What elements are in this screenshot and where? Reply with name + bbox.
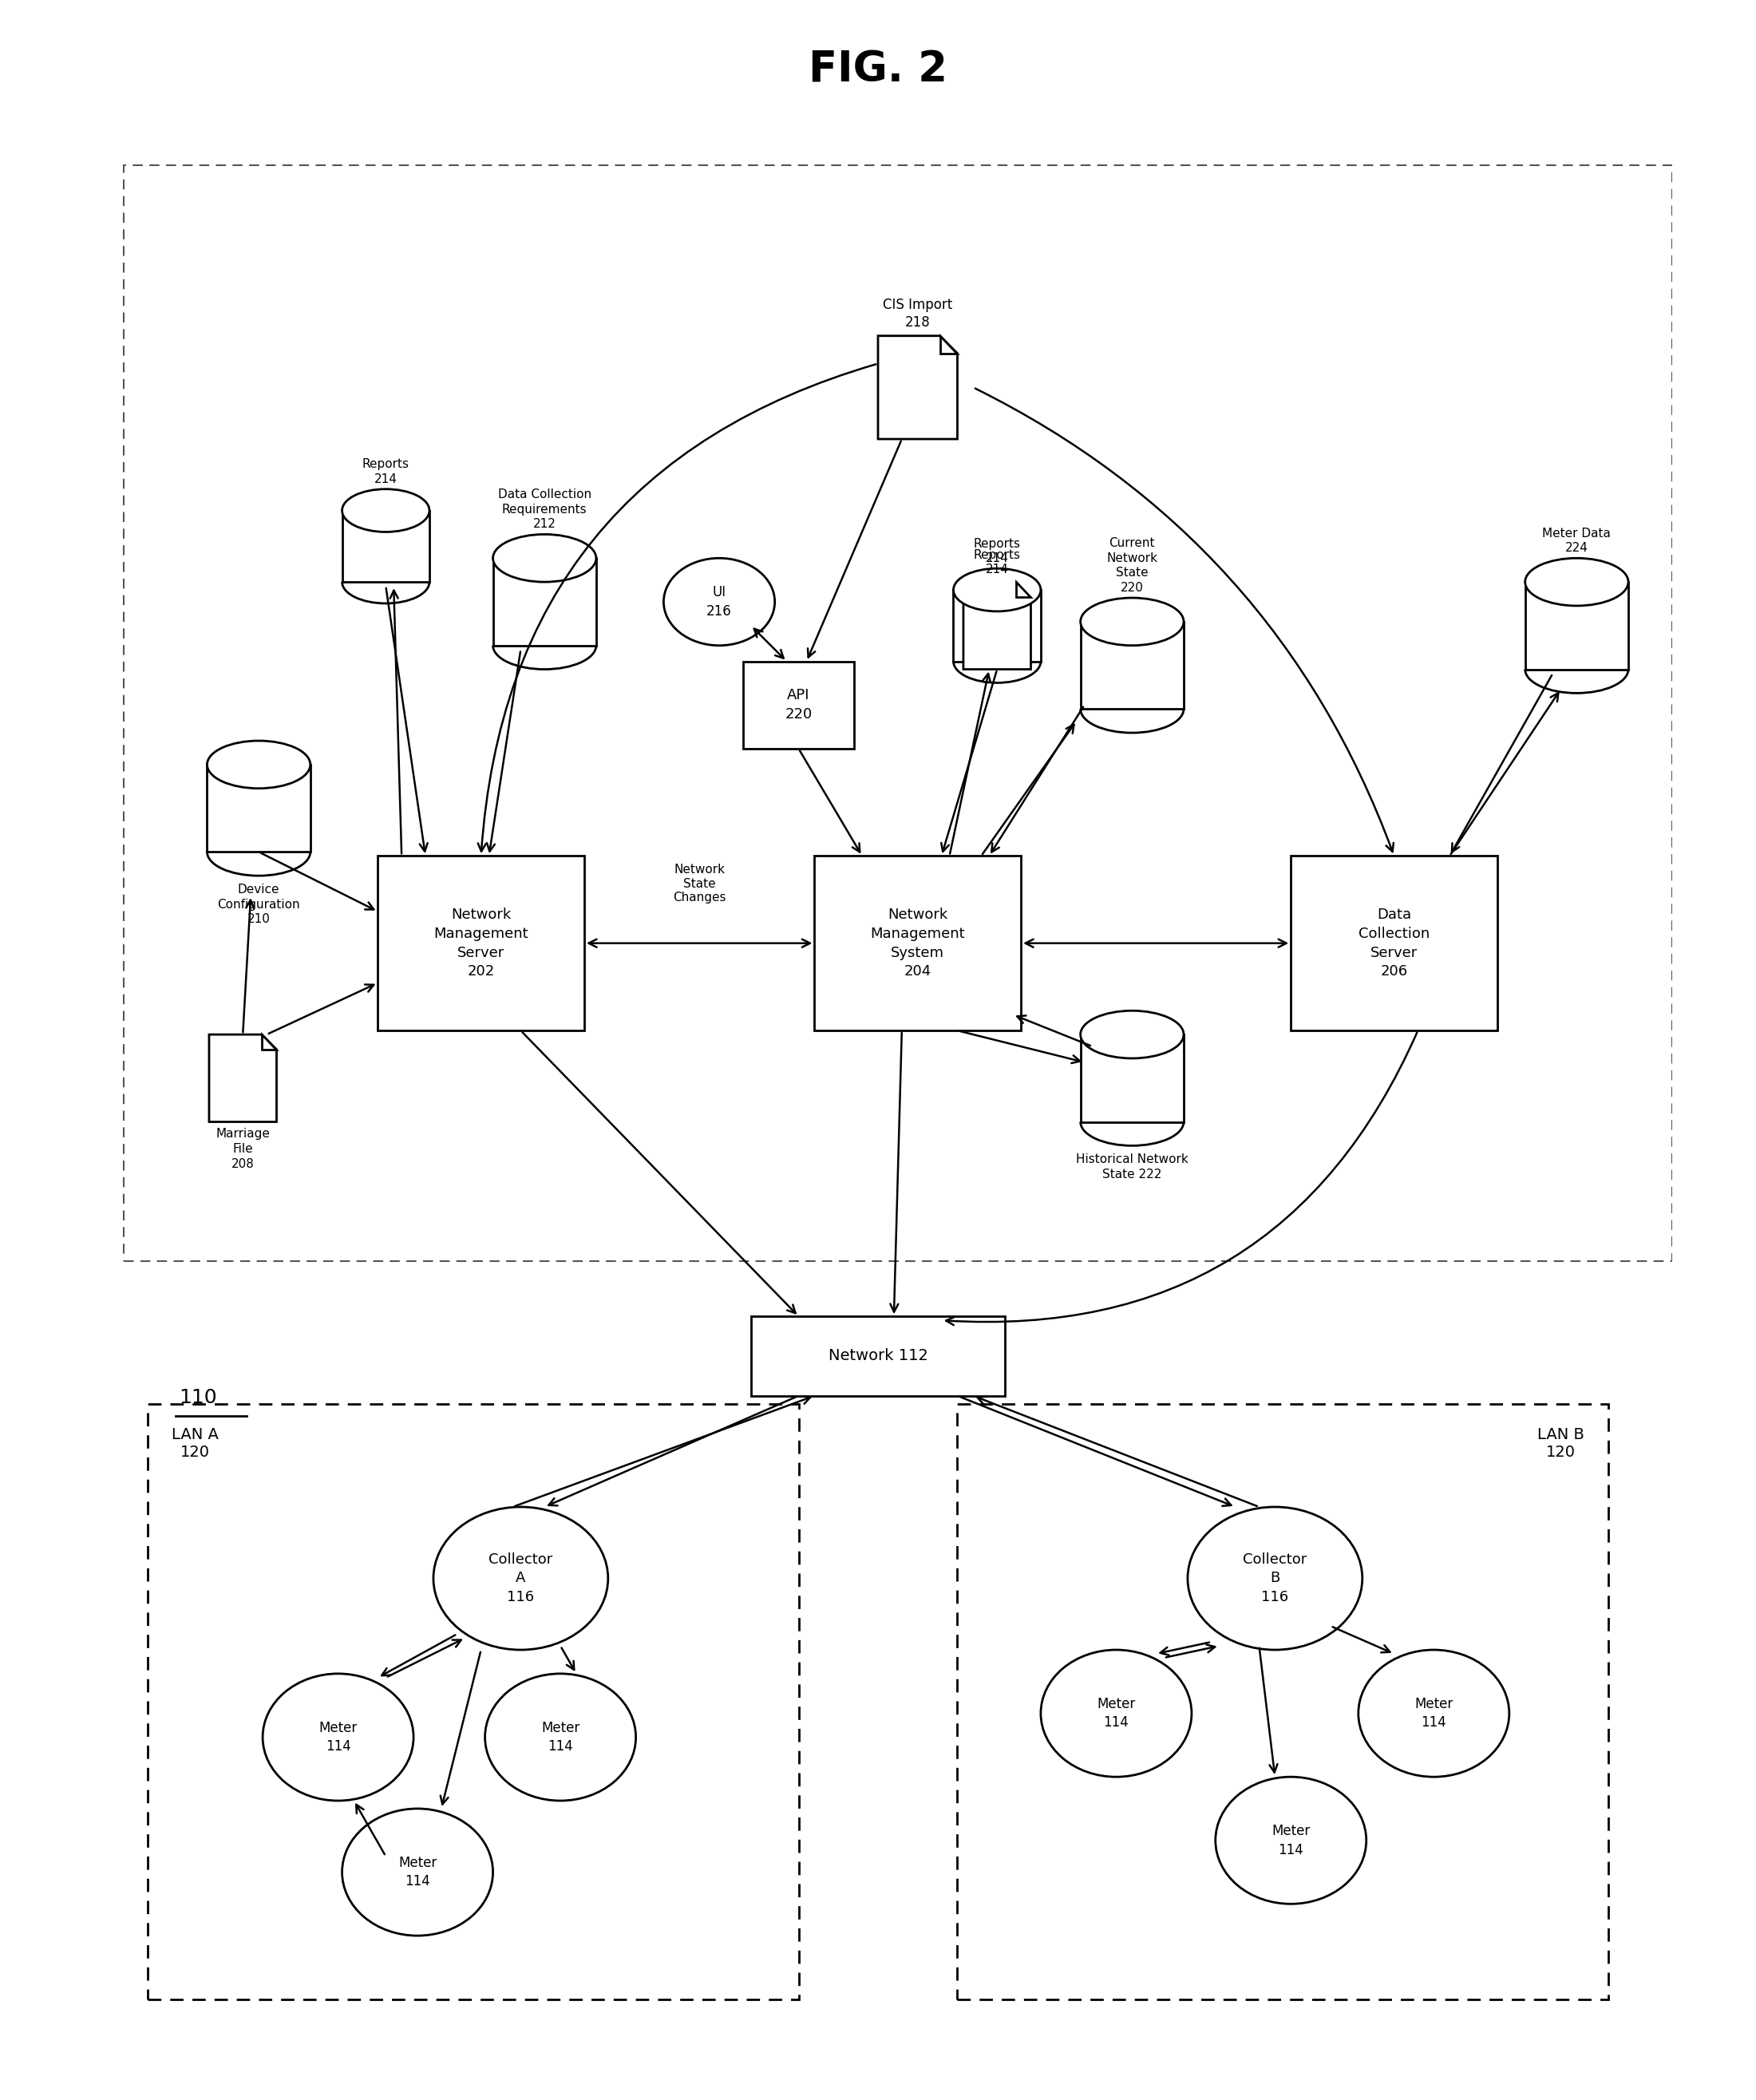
Text: Current
Network
State
220: Current Network State 220 <box>1106 538 1157 594</box>
Text: API
220: API 220 <box>785 689 813 722</box>
Text: UI
216: UI 216 <box>706 586 732 617</box>
Text: Data Collection
Requirements
212: Data Collection Requirements 212 <box>497 489 592 531</box>
Polygon shape <box>964 582 1031 670</box>
Text: CIS Import
218: CIS Import 218 <box>883 298 952 330</box>
Text: Meter
114: Meter 114 <box>1098 1697 1136 1730</box>
FancyBboxPatch shape <box>815 857 1020 1031</box>
FancyBboxPatch shape <box>123 166 1672 1260</box>
Ellipse shape <box>1041 1651 1192 1777</box>
FancyBboxPatch shape <box>752 1317 1004 1396</box>
FancyBboxPatch shape <box>148 1403 799 1999</box>
Text: Network
Management
Server
202: Network Management Server 202 <box>434 907 529 979</box>
FancyBboxPatch shape <box>1291 857 1498 1031</box>
Text: Reports
214: Reports 214 <box>973 538 1020 565</box>
Polygon shape <box>1017 582 1031 596</box>
Polygon shape <box>939 336 957 353</box>
Ellipse shape <box>434 1508 608 1651</box>
Ellipse shape <box>1080 598 1184 645</box>
FancyBboxPatch shape <box>954 590 1041 662</box>
Ellipse shape <box>493 533 595 582</box>
FancyBboxPatch shape <box>957 1403 1608 1999</box>
Text: Meter
114: Meter 114 <box>541 1720 579 1753</box>
FancyBboxPatch shape <box>743 662 853 750</box>
Text: Meter
114: Meter 114 <box>1415 1697 1452 1730</box>
Text: 110: 110 <box>179 1388 218 1407</box>
Text: Network 112: Network 112 <box>829 1348 927 1363</box>
Ellipse shape <box>1215 1777 1366 1905</box>
Text: Meter
114: Meter 114 <box>399 1856 437 1888</box>
Text: FIG. 2: FIG. 2 <box>808 48 948 90</box>
Ellipse shape <box>664 559 774 645</box>
Ellipse shape <box>954 569 1041 611</box>
Text: Meter
114: Meter 114 <box>1271 1823 1310 1856</box>
Text: Collector
B
116: Collector B 116 <box>1243 1552 1306 1604</box>
Text: Meter
114: Meter 114 <box>320 1720 358 1753</box>
Text: LAN B
120: LAN B 120 <box>1536 1428 1584 1459</box>
Polygon shape <box>209 1035 276 1121</box>
Ellipse shape <box>207 741 311 788</box>
Ellipse shape <box>263 1674 413 1800</box>
FancyBboxPatch shape <box>493 559 595 645</box>
FancyBboxPatch shape <box>1080 622 1184 710</box>
Ellipse shape <box>1080 1010 1184 1058</box>
Text: Meter Data
224: Meter Data 224 <box>1542 527 1610 554</box>
Text: Device
Configuration
210: Device Configuration 210 <box>218 884 300 926</box>
Ellipse shape <box>342 489 430 531</box>
Ellipse shape <box>485 1674 636 1800</box>
Text: Reports
214: Reports 214 <box>973 548 1020 575</box>
Text: Network
Management
System
204: Network Management System 204 <box>871 907 966 979</box>
Text: Collector
A
116: Collector A 116 <box>488 1552 553 1604</box>
Text: Reports
214: Reports 214 <box>362 458 409 485</box>
Text: Marriage
File
208: Marriage File 208 <box>216 1128 270 1170</box>
Text: Historical Network
State 222: Historical Network State 222 <box>1076 1153 1189 1180</box>
Ellipse shape <box>1359 1651 1508 1777</box>
Text: Network
State
Changes: Network State Changes <box>673 863 725 903</box>
FancyBboxPatch shape <box>378 857 585 1031</box>
FancyBboxPatch shape <box>1080 1035 1184 1121</box>
FancyBboxPatch shape <box>342 510 430 582</box>
Ellipse shape <box>1524 559 1628 605</box>
Text: LAN A
120: LAN A 120 <box>172 1428 220 1459</box>
FancyBboxPatch shape <box>207 764 311 853</box>
FancyBboxPatch shape <box>1524 582 1628 670</box>
Ellipse shape <box>1187 1508 1363 1651</box>
Text: Data
Collection
Server
206: Data Collection Server 206 <box>1359 907 1429 979</box>
Polygon shape <box>878 336 957 439</box>
Ellipse shape <box>342 1808 493 1936</box>
Polygon shape <box>262 1035 276 1050</box>
